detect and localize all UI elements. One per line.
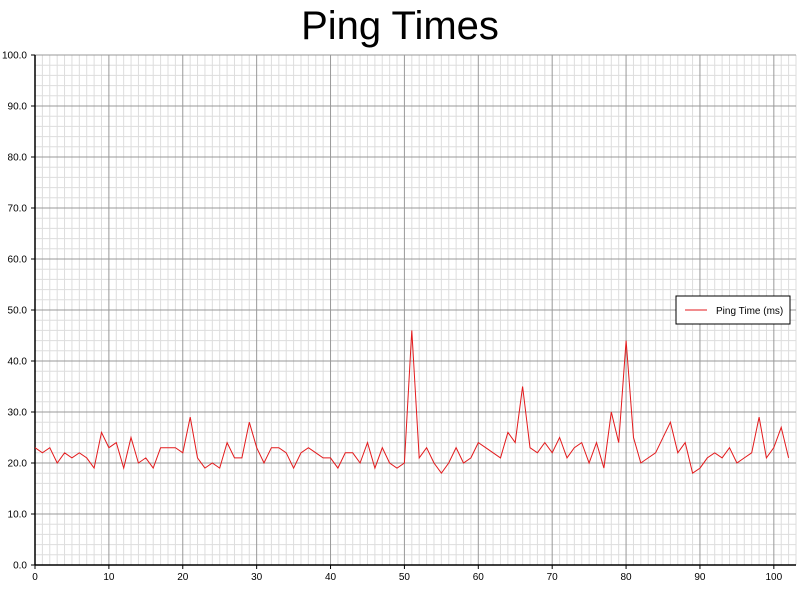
x-tick-label: 100 bbox=[765, 572, 782, 583]
legend-label: Ping Time (ms) bbox=[716, 306, 783, 317]
x-tick-label: 90 bbox=[694, 572, 706, 583]
legend[interactable]: Ping Time (ms) bbox=[675, 295, 791, 325]
chart-title: Ping Times bbox=[301, 4, 499, 48]
x-axis-ticks: 0 10 20 30 40 50 60 70 80 90 100 bbox=[32, 565, 783, 583]
y-tick-label: 100.0 bbox=[2, 51, 27, 62]
y-tick-label: 30.0 bbox=[8, 408, 28, 419]
y-tick-label: 60.0 bbox=[8, 255, 28, 266]
y-tick-label: 90.0 bbox=[8, 102, 28, 113]
y-tick-label: 40.0 bbox=[8, 357, 28, 368]
x-tick-label: 0 bbox=[32, 572, 38, 583]
y-axis-ticks: 0.0 10.0 20.0 30.0 40.0 50.0 60.0 70.0 80.0 90.0 1… bbox=[2, 51, 35, 572]
x-tick-label: 40 bbox=[325, 572, 337, 583]
y-tick-label: 10.0 bbox=[8, 510, 28, 521]
y-tick-label: 70.0 bbox=[8, 204, 28, 215]
x-tick-label: 20 bbox=[177, 572, 189, 583]
x-tick-label: 80 bbox=[621, 572, 633, 583]
x-tick-label: 10 bbox=[103, 572, 115, 583]
x-tick-label: 70 bbox=[547, 572, 559, 583]
x-tick-label: 50 bbox=[399, 572, 411, 583]
x-tick-label: 60 bbox=[473, 572, 485, 583]
y-tick-label: 80.0 bbox=[8, 153, 28, 164]
series-group bbox=[34, 330, 790, 475]
y-tick-label: 0.0 bbox=[13, 561, 27, 572]
y-tick-label: 20.0 bbox=[8, 459, 28, 470]
x-tick-label: 30 bbox=[251, 572, 263, 583]
y-tick-label: 50.0 bbox=[8, 306, 28, 317]
series-line bbox=[34, 330, 790, 475]
